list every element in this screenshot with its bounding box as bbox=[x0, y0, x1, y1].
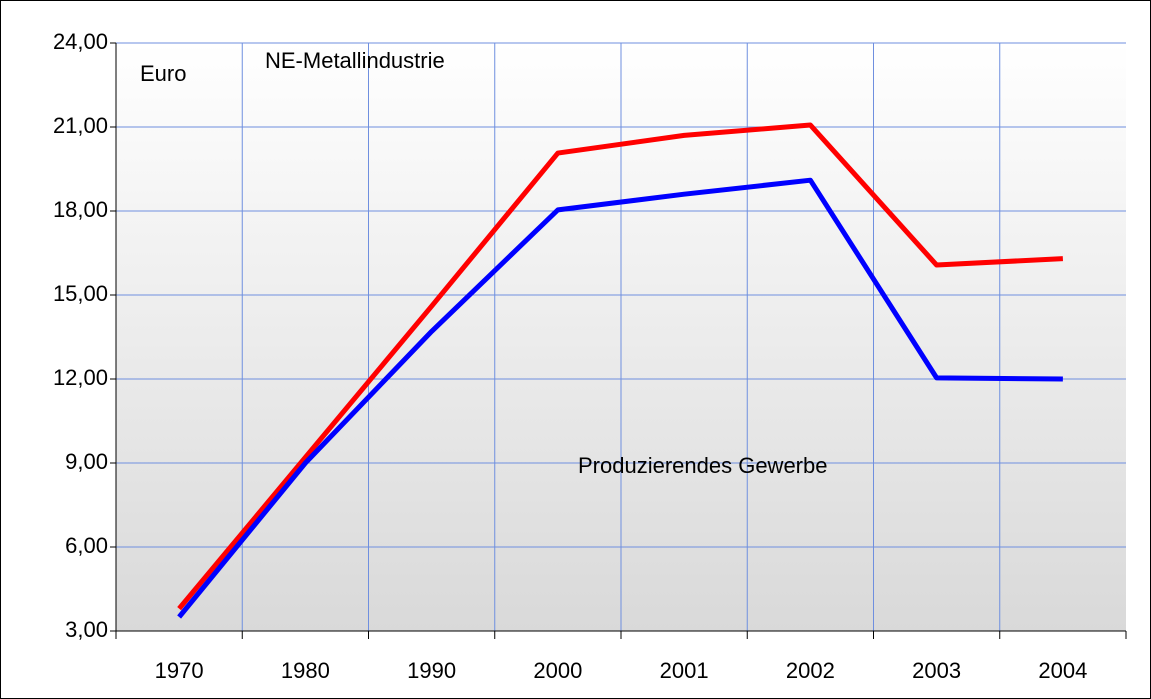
y-tick-label: 9,00 bbox=[65, 449, 108, 474]
y-tick-label: 12,00 bbox=[53, 365, 108, 390]
series-line bbox=[177, 177, 1063, 619]
x-tick-label: 2004 bbox=[1038, 658, 1087, 683]
y-tick-label: 3,00 bbox=[65, 617, 108, 642]
y-tick-label: 21,00 bbox=[53, 113, 108, 138]
y-tick-label: 15,00 bbox=[53, 281, 108, 306]
x-tick-label: 2001 bbox=[660, 658, 709, 683]
x-tick-label: 1990 bbox=[407, 658, 456, 683]
y-tick-label: 6,00 bbox=[65, 533, 108, 558]
y-tick-label: 24,00 bbox=[53, 29, 108, 54]
x-tick-label: 2002 bbox=[786, 658, 835, 683]
x-tick-label: 1970 bbox=[155, 658, 204, 683]
series-label: Produzierendes Gewerbe bbox=[578, 453, 827, 478]
x-tick-label: 2003 bbox=[912, 658, 961, 683]
series-label: NE-Metallindustrie bbox=[265, 48, 445, 73]
x-tick-label: 1980 bbox=[281, 658, 330, 683]
y-tick-label: 18,00 bbox=[53, 197, 108, 222]
unit-label: Euro bbox=[140, 61, 186, 86]
series-line bbox=[177, 122, 1064, 611]
x-tick-label: 2000 bbox=[533, 658, 582, 683]
